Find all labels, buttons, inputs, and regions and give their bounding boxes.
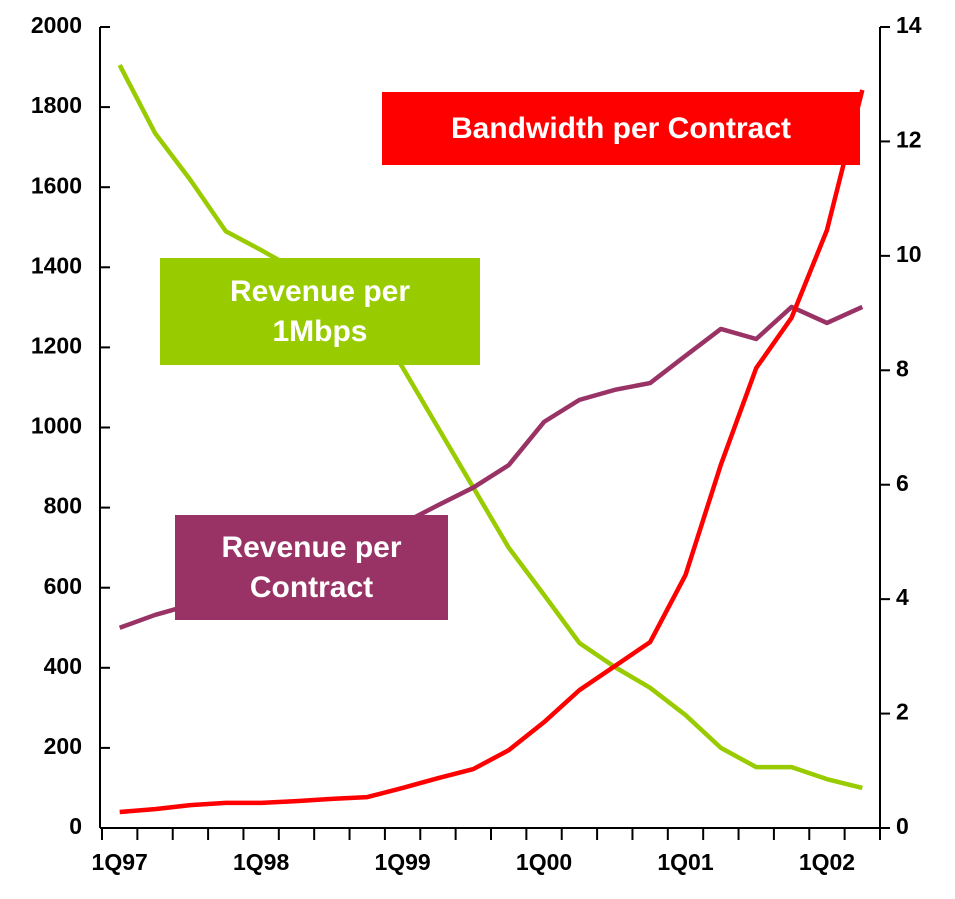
y-tick-label: 0 (69, 813, 82, 839)
series-line (119, 89, 865, 815)
y-tick-label: 1200 (31, 332, 82, 358)
x-tick-label: 1Q01 (657, 849, 713, 875)
y-tick-label: 2000 (31, 12, 82, 38)
y-tick-label: 1400 (31, 252, 82, 278)
y-tick-label: 1800 (31, 92, 82, 118)
y-tick-label: 200 (44, 733, 82, 759)
series-label: Revenue per Contract (175, 515, 448, 620)
y2-tick-label: 2 (896, 699, 909, 725)
y2-tick-label: 4 (896, 584, 909, 610)
y-tick-label: 400 (44, 653, 82, 679)
series-line (117, 64, 863, 791)
y-tick-label: 1600 (31, 172, 82, 198)
y-tick-label: 800 (44, 493, 82, 519)
y2-tick-label: 10 (896, 241, 922, 267)
x-tick-label: 1Q97 (92, 849, 148, 875)
x-tick-label: 1Q00 (516, 849, 572, 875)
series-label: Revenue per 1Mbps (160, 258, 480, 365)
x-tick-label: 1Q98 (233, 849, 289, 875)
x-tick-label: 1Q02 (799, 849, 855, 875)
y2-tick-label: 6 (896, 470, 909, 496)
x-tick-label: 1Q99 (374, 849, 430, 875)
y2-tick-label: 8 (896, 355, 909, 381)
y2-tick-label: 12 (896, 127, 922, 153)
series-label: Bandwidth per Contract (382, 92, 860, 165)
y2-tick-label: 14 (896, 12, 922, 38)
y-tick-label: 1000 (31, 413, 82, 439)
y2-tick-label: 0 (896, 813, 909, 839)
y-tick-label: 600 (44, 573, 82, 599)
